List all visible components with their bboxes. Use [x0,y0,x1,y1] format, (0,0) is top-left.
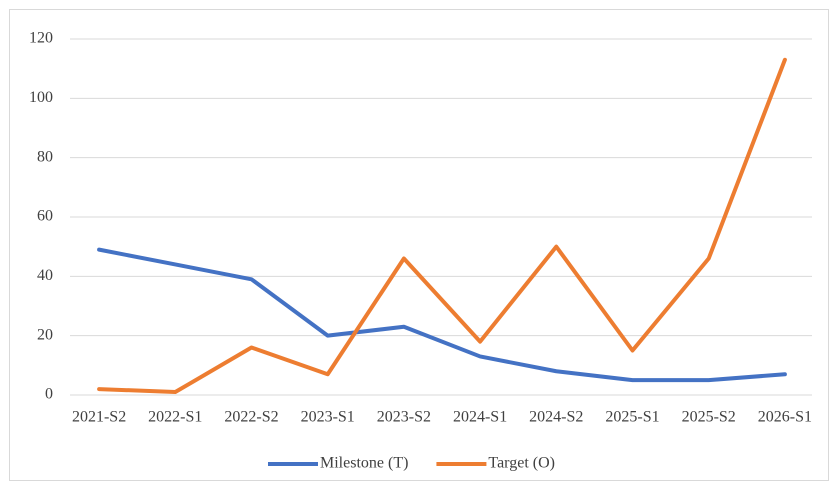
y-tick-label: 60 [37,208,53,225]
y-tick-label: 100 [29,89,53,106]
series-line [97,247,787,383]
y-tick-label: 80 [37,148,53,165]
x-tick-label: 2025-S1 [605,409,659,426]
x-tick-label: 2022-S2 [224,409,278,426]
y-tick-label: 120 [29,30,53,47]
legend-label: Milestone (T) [320,455,408,472]
y-tick-label: 0 [45,386,53,403]
x-tick-label: 2024-S1 [453,409,507,426]
y-tick-label: 40 [37,267,53,284]
x-tick-label: 2023-S1 [301,409,355,426]
x-tick-label: 2021-S2 [72,409,126,426]
legend-label: Target (O) [488,455,555,472]
x-tick-label: 2024-S2 [529,409,583,426]
x-tick-label: 2026-S1 [758,409,812,426]
chart-border [9,9,829,481]
y-tick-label: 20 [37,326,53,343]
x-tick-label: 2025-S2 [682,409,736,426]
x-tick-label: 2023-S2 [377,409,431,426]
x-tick-label: 2022-S1 [148,409,202,426]
series-line [97,57,787,395]
